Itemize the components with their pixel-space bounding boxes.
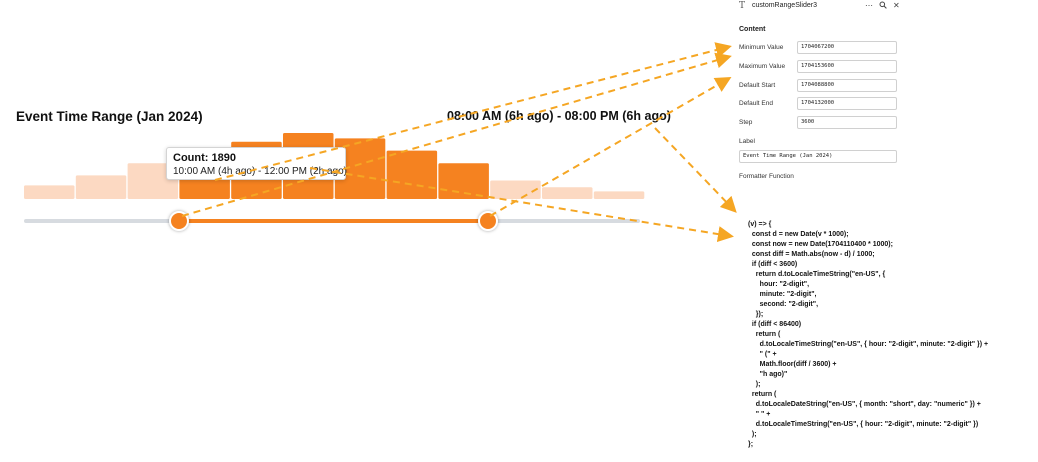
default-start-input[interactable]: 1704088800 [797, 79, 897, 92]
component-name: customRangeSlider3 [752, 2, 817, 9]
formatter-code: (v) => { const d = new Date(v * 1000); c… [748, 221, 989, 448]
histogram-bar[interactable] [127, 163, 179, 199]
label-input[interactable]: Event Time Range (Jan 2024) [739, 150, 897, 163]
max-value-input[interactable]: 1704153600 [797, 60, 897, 73]
panel-header: T customRangeSlider3 ⋯ ✕ [732, 0, 912, 14]
default-end-input[interactable]: 1704132000 [797, 97, 897, 110]
histogram-bar[interactable] [75, 175, 127, 199]
histogram-bar[interactable] [24, 185, 75, 199]
max-value-label: Maximum Value [739, 63, 786, 70]
bar-tooltip: Count: 1890 10:00 AM (4h ago) - 12:00 PM… [166, 147, 347, 180]
default-start-label: Default Start [739, 82, 776, 89]
histogram-bar[interactable] [438, 163, 489, 199]
properties-panel: T customRangeSlider3 ⋯ ✕ Content Minimum… [732, 0, 912, 190]
min-value-input[interactable]: 1704067200 [797, 41, 897, 54]
slider-selected-range[interactable] [179, 219, 488, 223]
text-type-icon: T [739, 1, 746, 11]
min-value-label: Minimum Value [739, 44, 784, 51]
slider-start-handle[interactable] [169, 211, 189, 231]
label-caption: Label [739, 138, 755, 145]
slider-title: Event Time Range (Jan 2024) [16, 109, 203, 124]
histogram-bar[interactable] [542, 187, 593, 199]
tooltip-range: 10:00 AM (4h ago) - 12:00 PM (2h ago) [173, 166, 347, 177]
histogram-bar[interactable] [386, 150, 438, 199]
formatter-function-label: Formatter Function [739, 173, 794, 180]
default-end-label: Default End [739, 100, 773, 107]
step-input[interactable]: 3600 [797, 116, 897, 129]
histogram-bar[interactable] [593, 191, 645, 199]
tooltip-count: Count: 1890 [173, 152, 236, 164]
step-label: Step [739, 119, 753, 126]
slider-end-handle[interactable] [478, 211, 498, 231]
more-icon[interactable]: ⋯ [865, 1, 873, 10]
search-icon[interactable] [879, 1, 887, 12]
section-title-content: Content [739, 26, 766, 33]
histogram-bar[interactable] [490, 180, 541, 200]
close-icon[interactable]: ✕ [893, 1, 900, 10]
